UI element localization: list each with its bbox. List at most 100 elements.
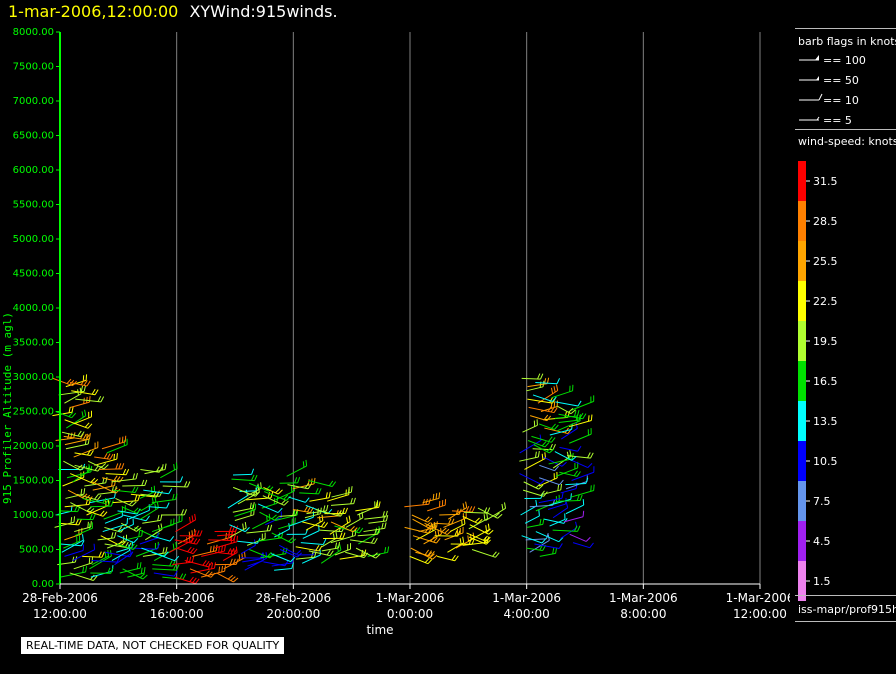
wind-barb — [549, 513, 566, 527]
wind-barb — [558, 494, 583, 502]
wind-barb-flag — [541, 441, 547, 447]
wind-barb-flag — [381, 522, 384, 529]
wind-barb-flag — [173, 463, 175, 471]
wind-barb-flag — [84, 494, 91, 500]
wind-barb-flag — [223, 545, 226, 552]
x-axis-label: time — [366, 623, 393, 637]
wind-barb-flag — [372, 552, 378, 558]
wind-barb-flag — [134, 495, 138, 502]
wind-barb-staff — [263, 561, 286, 567]
wind-barb — [551, 384, 574, 399]
wind-barb-staff — [66, 471, 92, 479]
wind-barb — [115, 497, 137, 507]
wind-barb-flag — [86, 506, 92, 512]
wind-barb-staff — [477, 507, 498, 519]
wind-barb-staff — [538, 477, 558, 487]
wind-barb-staff — [111, 550, 130, 561]
wind-barb — [257, 503, 283, 514]
wind-barb-staff — [549, 518, 566, 527]
wind-barb-flag — [337, 542, 341, 549]
wind-barb-flag — [328, 480, 334, 487]
wind-barb-staff — [70, 473, 94, 485]
wind-barb-flag — [486, 507, 491, 514]
wind-barb-staff — [330, 503, 354, 506]
wind-barb — [568, 414, 593, 428]
wind-barb-flag — [90, 465, 93, 472]
wind-barb-flag — [559, 479, 564, 486]
wind-barb-flag — [155, 466, 160, 473]
wind-barb — [263, 560, 289, 567]
wind-barb-flag — [92, 575, 98, 581]
wind-barb-staff — [234, 514, 254, 521]
y-tick-label: 8000.00 — [13, 27, 54, 38]
y-axis-label: 915 Profiler Altitude (m agl) — [1, 312, 14, 504]
wind-barb — [160, 462, 178, 479]
wind-barb-staff — [63, 435, 87, 441]
wind-barb-flag — [315, 545, 320, 551]
wind-barb-flag — [552, 396, 557, 402]
data-source-label: iss-mapr/prof915h — [798, 603, 896, 616]
wind-barb — [286, 528, 309, 535]
wind-barb-flag — [100, 463, 107, 468]
wind-barb — [259, 511, 280, 521]
wind-barb-flag — [428, 523, 434, 529]
wind-barb-flag — [227, 574, 234, 580]
wind-barb — [227, 489, 248, 509]
wind-barb-flag — [370, 537, 375, 544]
wind-barb-staff — [339, 554, 365, 560]
wind-barb — [90, 567, 114, 574]
wind-barb-flag — [110, 532, 114, 539]
wind-barb-flag — [110, 500, 114, 507]
wind-barb-staff — [330, 521, 354, 533]
wind-barb-flag — [251, 474, 255, 481]
wind-barb-staff — [86, 504, 109, 516]
wind-barb-flag — [545, 532, 549, 539]
wind-barb-flag — [116, 476, 121, 482]
wind-barb — [451, 505, 476, 513]
wind-barb-flag — [169, 535, 175, 542]
wind-barb-staff — [149, 506, 167, 509]
wind-barb-flag — [571, 456, 577, 461]
wind-barb — [278, 517, 296, 530]
wind-barb-flag — [432, 554, 438, 560]
wind-barb-flag — [89, 450, 94, 456]
wind-barb-staff — [94, 458, 117, 466]
wind-barb-flag — [426, 552, 433, 557]
wind-barb — [175, 513, 197, 532]
color-swatch — [798, 281, 806, 321]
wind-barb-flag — [175, 542, 178, 549]
wind-barb — [262, 495, 289, 506]
wind-barb — [234, 503, 257, 517]
wind-barb-flag — [461, 519, 463, 526]
wind-barb-flag — [238, 554, 241, 561]
barb-legend: == 100 == 50 == 10 == 5 — [799, 54, 866, 127]
wind-barb-staff — [317, 515, 340, 519]
wind-barb-staff — [152, 564, 173, 567]
wind-barb-flag — [320, 521, 326, 528]
wind-barb-flag — [430, 536, 435, 542]
wind-barb-staff — [71, 390, 96, 396]
wind-barb — [467, 523, 490, 542]
wind-barb-flag — [111, 480, 114, 487]
wind-barb — [300, 538, 327, 545]
wind-barb — [355, 547, 381, 559]
wind-barb-staff — [524, 515, 540, 524]
wind-barb — [69, 379, 91, 387]
wind-barb-flag — [305, 497, 310, 503]
color-scale-label: 19.5 — [813, 335, 838, 348]
wind-barb — [232, 486, 260, 497]
wind-barb-flag — [221, 545, 223, 552]
color-swatch — [798, 161, 806, 201]
x-tick-time: 4:00:00 — [504, 607, 550, 621]
wind-barb-flag — [577, 400, 582, 407]
wind-barb-flag — [348, 515, 351, 522]
color-swatch — [798, 401, 806, 441]
wind-barb-flag — [589, 542, 594, 549]
wind-barb-staff — [552, 529, 578, 532]
wind-barb-staff — [65, 443, 89, 450]
y-tick-label: 3000.00 — [13, 372, 54, 383]
wind-barb-flag — [543, 491, 548, 497]
barb-legend-label: == 5 — [823, 114, 852, 127]
legend-panel: barb flags in knots == 100 == 50 == 10 == 5… — [795, 28, 896, 638]
wind-barb — [302, 524, 320, 539]
